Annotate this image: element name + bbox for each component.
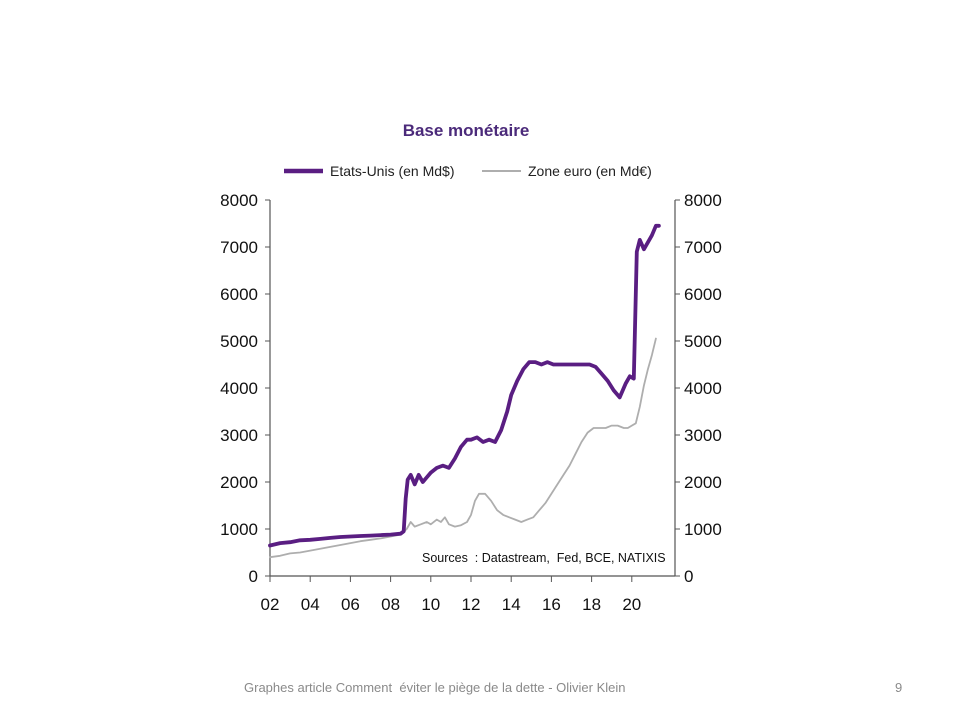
x-tick-label: 20	[622, 595, 641, 614]
x-tick-label: 16	[542, 595, 561, 614]
y-tick-label-left: 0	[249, 567, 258, 586]
x-tick-label: 14	[502, 595, 521, 614]
legend: Etats-Unis (en Md$) Zone euro (en Md€)	[284, 163, 652, 179]
x-tick-label: 12	[462, 595, 481, 614]
legend-label-us: Etats-Unis (en Md$)	[330, 163, 454, 179]
x-tick-label: 06	[341, 595, 360, 614]
x-tick-label: 04	[301, 595, 320, 614]
y-tick-label-right: 6000	[684, 285, 722, 304]
axes: 0 1000 2000 3000 4000 5000 6000 7000 8000 0 1000 20…	[220, 191, 722, 614]
y-tick-label-right: 8000	[684, 191, 722, 210]
y-tick-label-right: 7000	[684, 238, 722, 257]
x-tick-label: 02	[261, 595, 280, 614]
y-tick-label-left: 5000	[220, 332, 258, 351]
y-tick-label-left: 6000	[220, 285, 258, 304]
source-note: Sources : Datastream, Fed, BCE, NATIXIS	[422, 551, 666, 565]
y-tick-label-left: 4000	[220, 379, 258, 398]
x-tick-label: 10	[421, 595, 440, 614]
y-tick-label-right: 0	[684, 567, 693, 586]
y-tick-label-left: 2000	[220, 473, 258, 492]
y-tick-label-right: 2000	[684, 473, 722, 492]
chart-title: Base monétaire	[403, 121, 530, 140]
slide-footer: Graphes article Comment éviter le piège …	[0, 680, 960, 698]
x-tick-label: 08	[381, 595, 400, 614]
y-tick-label-right: 5000	[684, 332, 722, 351]
page-number: 9	[895, 680, 903, 695]
series-layer	[268, 223, 661, 559]
footer-caption: Graphes article Comment éviter le piège …	[244, 680, 626, 695]
y-tick-label-left: 7000	[220, 238, 258, 257]
y-tick-label-right: 3000	[684, 426, 722, 445]
series-line-etats-unis	[268, 223, 661, 548]
x-tick-label: 18	[582, 595, 601, 614]
y-tick-label-right: 1000	[684, 520, 722, 539]
series-line-zone-euro	[269, 337, 657, 559]
y-tick-label-right: 4000	[684, 379, 722, 398]
y-tick-label-left: 1000	[220, 520, 258, 539]
y-tick-label-left: 8000	[220, 191, 258, 210]
legend-label-euro: Zone euro (en Md€)	[528, 163, 652, 179]
y-tick-label-left: 3000	[220, 426, 258, 445]
